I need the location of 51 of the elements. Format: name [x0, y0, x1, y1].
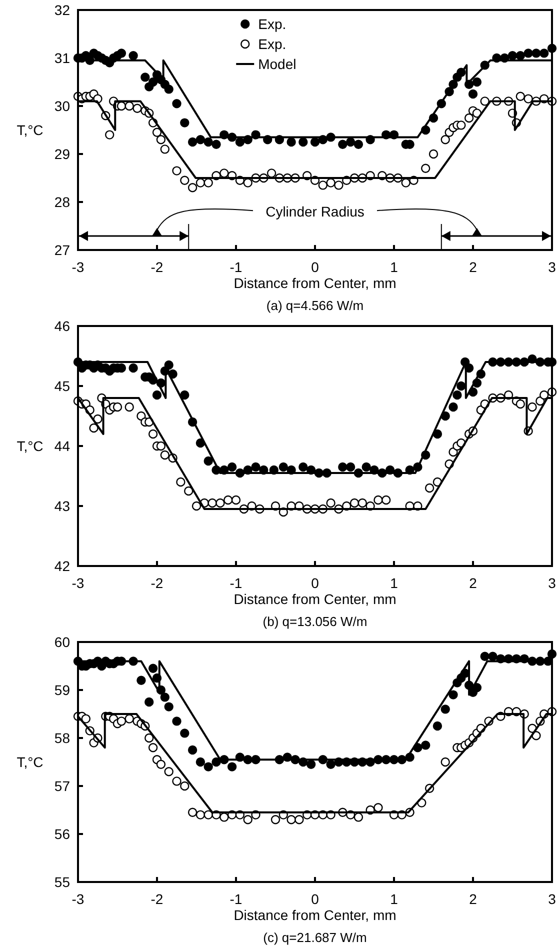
x-tick-label: 3: [548, 259, 556, 275]
y-tick-label: 45: [54, 378, 70, 394]
y-tick-label: 46: [54, 318, 70, 334]
y-tick-label: 28: [54, 194, 70, 210]
text: (b) q=13.056 W/m: [262, 614, 368, 629]
y-tick-label: 59: [54, 682, 70, 698]
legend-label: Model: [258, 56, 296, 72]
y-tick-label: 58: [54, 730, 70, 746]
annotation: Cylinder Radius: [266, 204, 364, 220]
x-tick-label: 3: [548, 575, 556, 591]
y-tick-label: 32: [54, 2, 70, 18]
x-tick-label: 0: [311, 891, 320, 907]
x-tick-label: 2: [469, 259, 478, 275]
text: (a) q=4.566 W/m: [266, 298, 364, 313]
y-axis-title: T,°C: [16, 754, 44, 770]
y-tick-label: 27: [54, 242, 70, 258]
x-tick-label: -2: [150, 891, 164, 907]
x-tick-label: -3: [72, 891, 84, 907]
x-tick-label: -3: [72, 259, 84, 275]
legend-label: Exp.: [258, 36, 286, 52]
y-tick-label: 44: [54, 438, 70, 454]
y-tick-label: 30: [54, 98, 70, 114]
x-tick-label: 1: [390, 259, 398, 275]
x-tick-label: -3: [72, 575, 84, 591]
x-tick-label: 2: [469, 575, 478, 591]
x-tick-label: 2: [469, 891, 478, 907]
x-tick-label: 0: [311, 259, 320, 275]
y-axis-title: T,°C: [16, 438, 44, 454]
y-tick-label: 42: [54, 558, 70, 574]
y-tick-label: 60: [54, 634, 70, 650]
x-tick-label: 3: [548, 891, 556, 907]
x-axis-title: Distance from Center, mm: [234, 907, 396, 923]
x-tick-label: 1: [390, 575, 398, 591]
y-tick-label: 31: [54, 50, 70, 66]
x-tick-label: 0: [311, 575, 320, 591]
y-tick-label: 43: [54, 498, 70, 514]
legend-label: Exp.: [258, 16, 286, 32]
x-tick-label: 1: [390, 891, 398, 907]
y-tick-label: 57: [54, 778, 70, 794]
y-tick-label: 29: [54, 146, 70, 162]
x-axis-title: Distance from Center, mm: [234, 591, 396, 607]
x-axis-title: Distance from Center, mm: [234, 275, 396, 291]
text: (c) q=21.687 W/m: [263, 930, 367, 945]
y-tick-label: 56: [54, 826, 70, 842]
x-tick-label: -1: [230, 259, 242, 275]
x-tick-label: -2: [150, 259, 164, 275]
y-tick-label: 55: [54, 874, 70, 890]
x-tick-label: -2: [150, 575, 164, 591]
x-tick-label: -1: [230, 575, 242, 591]
x-tick-label: -1: [230, 891, 242, 907]
y-axis-title: T,°C: [16, 122, 44, 138]
